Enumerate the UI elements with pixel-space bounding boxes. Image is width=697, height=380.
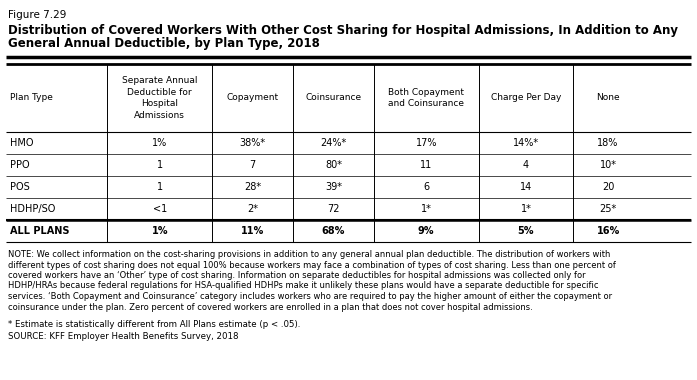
Text: 1%: 1% bbox=[152, 138, 167, 148]
Text: 16%: 16% bbox=[597, 226, 620, 236]
Text: 25*: 25* bbox=[599, 204, 617, 214]
Text: 1*: 1* bbox=[421, 204, 431, 214]
Text: Figure 7.29: Figure 7.29 bbox=[8, 10, 66, 20]
Text: 1: 1 bbox=[157, 160, 163, 170]
Text: 1: 1 bbox=[157, 182, 163, 192]
Text: services. ‘Both Copayment and Coinsurance’ category includes workers who are req: services. ‘Both Copayment and Coinsuranc… bbox=[8, 292, 612, 301]
Text: 39*: 39* bbox=[325, 182, 342, 192]
Text: 18%: 18% bbox=[597, 138, 619, 148]
Text: POS: POS bbox=[10, 182, 30, 192]
Text: 28*: 28* bbox=[244, 182, 261, 192]
Text: SOURCE: KFF Employer Health Benefits Survey, 2018: SOURCE: KFF Employer Health Benefits Sur… bbox=[8, 332, 238, 341]
Text: None: None bbox=[597, 93, 620, 103]
Text: HDHP/SO: HDHP/SO bbox=[10, 204, 55, 214]
Text: 14: 14 bbox=[520, 182, 532, 192]
Text: different types of cost sharing does not equal 100% because workers may face a c: different types of cost sharing does not… bbox=[8, 261, 616, 269]
Text: HDHP/HRAs because federal regulations for HSA-qualified HDHPs make it unlikely t: HDHP/HRAs because federal regulations fo… bbox=[8, 282, 599, 290]
Text: PPO: PPO bbox=[10, 160, 30, 170]
Text: 80*: 80* bbox=[325, 160, 342, 170]
Text: 6: 6 bbox=[423, 182, 429, 192]
Text: 14%*: 14%* bbox=[513, 138, 539, 148]
Text: Separate Annual
Deductible for
Hospital
Admissions: Separate Annual Deductible for Hospital … bbox=[122, 76, 197, 120]
Text: 1%: 1% bbox=[151, 226, 168, 236]
Text: Charge Per Day: Charge Per Day bbox=[491, 93, 561, 103]
Text: HMO: HMO bbox=[10, 138, 33, 148]
Text: 20: 20 bbox=[602, 182, 614, 192]
Text: coinsurance under the plan. Zero percent of covered workers are enrolled in a pl: coinsurance under the plan. Zero percent… bbox=[8, 302, 533, 312]
Text: 7: 7 bbox=[250, 160, 256, 170]
Text: Coinsurance: Coinsurance bbox=[305, 93, 362, 103]
Text: 11%: 11% bbox=[241, 226, 264, 236]
Text: 4: 4 bbox=[523, 160, 529, 170]
Text: 9%: 9% bbox=[418, 226, 434, 236]
Text: 24%*: 24%* bbox=[321, 138, 346, 148]
Text: 2*: 2* bbox=[247, 204, 258, 214]
Text: NOTE: We collect information on the cost-sharing provisions in addition to any g: NOTE: We collect information on the cost… bbox=[8, 250, 611, 259]
Text: 1*: 1* bbox=[521, 204, 531, 214]
Text: General Annual Deductible, by Plan Type, 2018: General Annual Deductible, by Plan Type,… bbox=[8, 37, 320, 50]
Text: ALL PLANS: ALL PLANS bbox=[10, 226, 70, 236]
Text: 11: 11 bbox=[420, 160, 432, 170]
Text: covered workers have an ‘Other’ type of cost sharing. Information on separate de: covered workers have an ‘Other’ type of … bbox=[8, 271, 585, 280]
Text: 72: 72 bbox=[327, 204, 339, 214]
Text: * Estimate is statistically different from All Plans estimate (p < .05).: * Estimate is statistically different fr… bbox=[8, 320, 300, 329]
Text: 10*: 10* bbox=[599, 160, 617, 170]
Text: Copayment: Copayment bbox=[227, 93, 279, 103]
Text: 17%: 17% bbox=[415, 138, 437, 148]
Text: Distribution of Covered Workers With Other Cost Sharing for Hospital Admissions,: Distribution of Covered Workers With Oth… bbox=[8, 24, 678, 37]
Text: <1: <1 bbox=[153, 204, 167, 214]
Text: 5%: 5% bbox=[518, 226, 534, 236]
Text: Plan Type: Plan Type bbox=[10, 93, 53, 103]
Text: 38%*: 38%* bbox=[240, 138, 266, 148]
Text: Both Copayment
and Coinsurance: Both Copayment and Coinsurance bbox=[388, 88, 464, 108]
Text: 68%: 68% bbox=[322, 226, 345, 236]
